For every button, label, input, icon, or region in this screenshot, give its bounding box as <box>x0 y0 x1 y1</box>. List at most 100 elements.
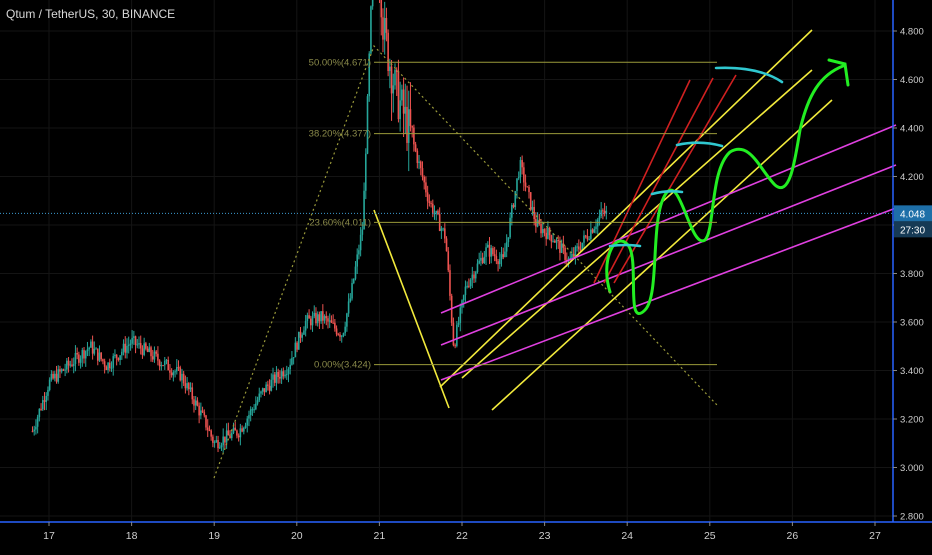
candle-body <box>157 353 159 361</box>
candle-body <box>299 331 302 338</box>
candle-body <box>232 427 235 433</box>
candle-body <box>517 177 520 179</box>
candle-body <box>547 227 549 239</box>
candle-body <box>200 410 202 416</box>
candle-body <box>572 253 575 257</box>
candle-body <box>162 365 164 367</box>
green-projection-path[interactable] <box>605 64 845 315</box>
red-fan-line[interactable] <box>603 77 714 284</box>
candle-body <box>294 342 297 358</box>
yellow-line[interactable] <box>373 209 450 409</box>
candle-body <box>514 191 517 208</box>
candle-body <box>206 427 209 431</box>
candle-body <box>519 160 522 178</box>
candle-body <box>218 447 221 449</box>
candle-body <box>478 260 480 264</box>
candle-body <box>244 425 247 428</box>
candle-body <box>234 427 237 431</box>
candle-body <box>41 400 44 410</box>
candle-body <box>193 399 195 406</box>
candle-body <box>191 387 194 400</box>
fib-retracement[interactable]: 78.60%(5.384)61.80%(4.965)50.00%(4.671)3… <box>213 0 718 479</box>
candle-body <box>416 150 419 163</box>
candle-body <box>433 213 436 215</box>
candle-body <box>251 409 254 411</box>
green-arrowhead[interactable] <box>827 58 850 87</box>
candle-body <box>469 279 472 287</box>
magenta-line-middle[interactable] <box>440 164 897 346</box>
candle-body <box>523 167 525 183</box>
yellow-channel-upper[interactable] <box>439 29 813 388</box>
candle-body <box>90 341 92 348</box>
candle-body <box>486 244 489 248</box>
candle-body <box>296 342 298 350</box>
candle-body <box>217 440 219 449</box>
candle-body <box>571 253 573 258</box>
candle-body <box>301 334 304 338</box>
candle-body <box>358 250 360 255</box>
candle-body <box>407 109 410 143</box>
candle-body <box>72 363 75 366</box>
cyan-mark[interactable] <box>650 190 684 196</box>
candle-body <box>327 318 329 322</box>
candle-body <box>383 17 386 40</box>
candle-body <box>440 228 443 231</box>
candle-body <box>342 333 345 336</box>
candle-body <box>418 161 420 163</box>
candle-body <box>179 367 182 381</box>
candle-body <box>275 371 278 383</box>
grid <box>0 0 893 522</box>
time-tick-label: 21 <box>374 530 386 542</box>
candle-body <box>590 229 592 239</box>
red-fan-line[interactable] <box>613 74 737 284</box>
candle-body <box>531 207 534 210</box>
candle-body <box>490 248 493 257</box>
price-tick-label: 4.800 <box>900 27 924 38</box>
candle-body <box>346 313 348 327</box>
fib-level-label: 38.20%(4.377) <box>309 129 371 140</box>
candle-body <box>435 210 438 214</box>
candle-body <box>390 66 393 94</box>
candle-body <box>557 240 560 242</box>
candle-body <box>332 322 334 324</box>
cyan-mark[interactable] <box>675 141 724 148</box>
candle-body <box>339 334 341 337</box>
candle-body <box>414 144 417 151</box>
price-tick-label: 3.000 <box>900 463 924 474</box>
yellow-channel-lower[interactable] <box>491 99 833 411</box>
magenta-line-lower[interactable] <box>440 207 897 381</box>
candle-body <box>52 373 54 379</box>
cyan-mark[interactable] <box>714 66 784 84</box>
price-tick-label: 4.600 <box>900 75 924 86</box>
candle-body <box>310 318 312 326</box>
candle-body <box>121 351 123 356</box>
candle-body <box>270 379 273 391</box>
fib-trend-line[interactable] <box>213 44 718 479</box>
candle-body <box>541 229 544 234</box>
yellow-channel-middle[interactable] <box>461 69 813 379</box>
candle-body <box>581 242 584 250</box>
candle-body <box>212 436 214 443</box>
candle-body <box>105 366 108 371</box>
candle-body <box>279 376 281 379</box>
candle-body <box>78 354 80 363</box>
magenta-line-upper[interactable] <box>440 124 897 314</box>
candle-body <box>282 371 285 377</box>
candle-body <box>511 205 513 218</box>
candle-body <box>322 311 324 321</box>
candle-body <box>57 369 60 382</box>
cyan-mark[interactable] <box>608 243 642 248</box>
candle-body <box>261 388 264 392</box>
candle-body <box>385 17 388 33</box>
candle-body <box>160 365 163 367</box>
candle-body <box>431 203 434 214</box>
candle-body <box>337 334 340 336</box>
candle-body <box>591 229 594 233</box>
candle-body <box>564 247 566 260</box>
candle-body <box>36 417 39 427</box>
candle-body <box>60 369 63 372</box>
candle-body <box>153 351 156 360</box>
candle-body <box>401 89 403 101</box>
